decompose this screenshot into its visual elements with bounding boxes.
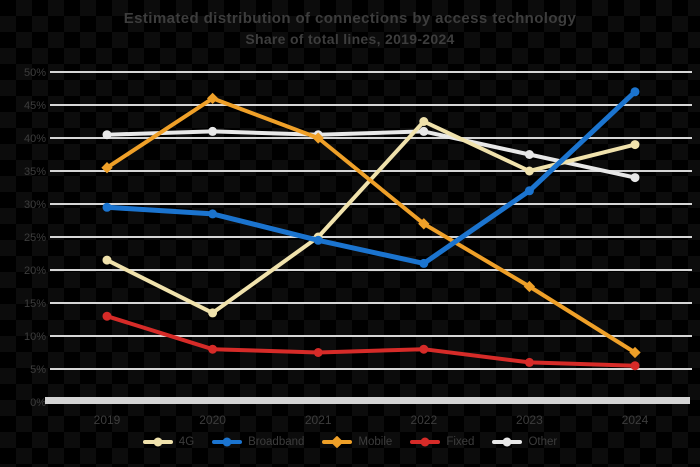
- y-tick-label: 5%: [30, 364, 46, 376]
- x-tick-label: 2020: [199, 413, 226, 427]
- data-point-marker: [524, 166, 534, 176]
- y-tick-label: 45%: [24, 100, 46, 112]
- x-axis-line: [45, 397, 690, 404]
- series-line-mobile: [105, 96, 637, 355]
- data-point-marker: [208, 209, 218, 219]
- data-point-marker: [629, 346, 641, 359]
- data-point-marker: [102, 130, 112, 140]
- data-point-marker: [523, 280, 536, 293]
- legend-marker-icon: [420, 437, 430, 447]
- data-point-marker: [419, 258, 429, 268]
- legend-label: 4G: [178, 436, 195, 448]
- legend-item-mobile: Mobile: [322, 435, 393, 449]
- data-point-marker: [102, 255, 112, 265]
- y-tick-label: 15%: [24, 298, 46, 310]
- chart-title: Estimated distribution of connections by…: [0, 9, 700, 49]
- data-point-marker: [313, 235, 323, 245]
- chart-legend: 4G Broadband Mobile Fixed Other: [0, 435, 700, 449]
- data-point-marker: [418, 218, 430, 230]
- data-point-marker: [630, 87, 640, 97]
- chart-title-line1: Estimated distribution of connections by…: [123, 10, 577, 27]
- chart-title-line2: Share of total lines, 2019-2024: [245, 30, 455, 47]
- legend-line-swatch: [142, 437, 173, 447]
- series-line-broadband: [104, 89, 638, 266]
- data-point-marker: [419, 117, 429, 126]
- legend-label: Broadband: [248, 436, 305, 448]
- x-tick-label: 2023: [516, 413, 543, 427]
- legend-line-swatch: [410, 437, 441, 447]
- data-point-marker: [419, 344, 429, 354]
- data-point-marker: [313, 348, 323, 357]
- x-tick-label: 2021: [305, 413, 332, 427]
- data-point-marker: [630, 173, 640, 183]
- legend-item-fixed: Fixed: [410, 436, 474, 448]
- y-tick-label: 35%: [24, 166, 46, 178]
- legend-label: Mobile: [358, 436, 393, 448]
- data-point-marker: [419, 126, 429, 136]
- data-point-marker: [630, 361, 640, 371]
- y-tick-label: 20%: [24, 265, 46, 277]
- data-point-marker: [208, 308, 218, 318]
- data-point-marker: [208, 126, 218, 136]
- data-point-marker: [630, 140, 640, 150]
- legend-line-swatch: [322, 435, 353, 449]
- legend-marker-icon: [153, 437, 163, 447]
- x-tick-label: 2022: [410, 413, 437, 427]
- data-point-marker: [208, 344, 218, 354]
- data-point-marker: [524, 357, 534, 367]
- data-point-marker: [524, 150, 534, 159]
- legend-line-swatch: [212, 437, 243, 447]
- legend-marker-icon: [222, 437, 232, 447]
- data-point-marker: [312, 132, 324, 144]
- legend-item-broadband: Broadband: [212, 436, 304, 448]
- series-line-other: [105, 129, 637, 180]
- y-tick-label: 40%: [24, 133, 46, 145]
- legend-label: Other: [528, 436, 558, 448]
- legend-item-4g: 4G: [142, 436, 195, 448]
- legend-marker-icon: [502, 437, 512, 447]
- data-point-marker: [102, 202, 112, 212]
- data-point-marker: [102, 311, 112, 321]
- y-tick-label: 0%: [30, 397, 46, 409]
- y-tick-label: 10%: [24, 331, 46, 343]
- x-tick-label: 2019: [94, 413, 121, 427]
- x-tick-label: 2024: [622, 413, 649, 427]
- legend-marker-icon: [331, 435, 344, 449]
- legend-item-other: Other: [492, 436, 557, 448]
- y-tick-label: 50%: [24, 67, 46, 79]
- y-tick-label: 30%: [24, 199, 46, 211]
- series-line-4g: [105, 119, 637, 315]
- legend-line-swatch: [492, 437, 523, 447]
- legend-label: Fixed: [446, 436, 475, 448]
- series-line-fixed: [105, 314, 637, 368]
- y-tick-label: 25%: [24, 232, 46, 244]
- data-point-marker: [524, 186, 534, 196]
